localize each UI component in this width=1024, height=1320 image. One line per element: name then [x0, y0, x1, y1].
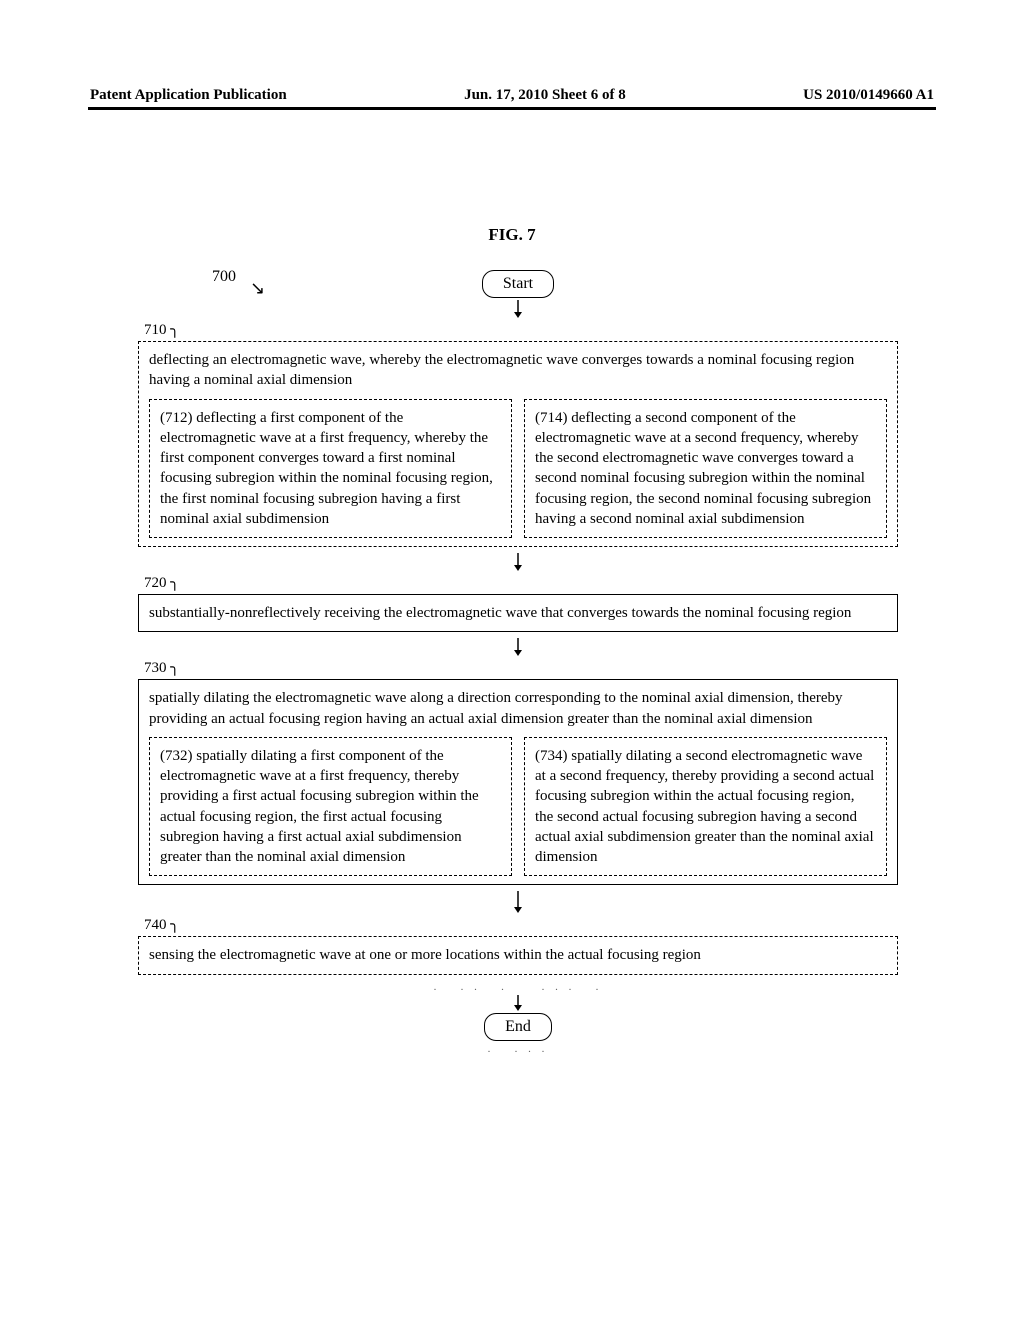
- header-patent-number: US 2010/0149660 A1: [803, 87, 934, 104]
- step-734: (734) spatially dilating a second electr…: [524, 737, 887, 877]
- header-publication: Patent Application Publication: [90, 87, 287, 104]
- patent-page: Patent Application Publication Jun. 17, …: [0, 0, 1024, 1320]
- arrow-icon: [138, 553, 898, 571]
- arrow-icon: [138, 300, 898, 318]
- start-node: Start: [482, 270, 554, 298]
- step-710: deflecting an electromagnetic wave, wher…: [138, 341, 898, 547]
- step-710-container: 710 ╮ deflecting an electromagnetic wave…: [138, 320, 898, 547]
- arrow-icon: [138, 638, 898, 656]
- figure-title: FIG. 7: [0, 225, 1024, 245]
- reference-740: 740 ╮: [144, 915, 898, 934]
- reference-700: 700: [212, 268, 236, 286]
- scan-noise: . . . . . . . .: [138, 981, 898, 993]
- step-720-container: 720 ╮ substantially-nonreflectively rece…: [138, 573, 898, 632]
- arrow-icon: [138, 995, 898, 1011]
- step-730: spatially dilating the electromagnetic w…: [138, 679, 898, 885]
- header-divider: [88, 107, 936, 110]
- arrow-icon: [138, 891, 898, 913]
- step-710-text: deflecting an electromagnetic wave, wher…: [149, 350, 887, 391]
- step-710-subboxes: (712) deflecting a first component of th…: [149, 399, 887, 539]
- step-740-container: 740 ╮ sensing the electromagnetic wave a…: [138, 915, 898, 974]
- step-712: (712) deflecting a first component of th…: [149, 399, 512, 539]
- step-732: (732) spatially dilating a first compone…: [149, 737, 512, 877]
- flowchart-700: 700 ↘ Start 710 ╮ deflecting an electrom…: [138, 270, 898, 1057]
- step-730-text: spatially dilating the electromagnetic w…: [149, 688, 887, 729]
- page-header: Patent Application Publication Jun. 17, …: [0, 87, 1024, 104]
- step-714: (714) deflecting a second component of t…: [524, 399, 887, 539]
- reference-710: 710 ╮: [144, 320, 898, 339]
- step-740: sensing the electromagnetic wave at one …: [138, 936, 898, 974]
- reference-720: 720 ╮: [144, 573, 898, 592]
- header-date-sheet: Jun. 17, 2010 Sheet 6 of 8: [464, 87, 626, 104]
- reference-730: 730 ╮: [144, 658, 898, 677]
- step-720: substantially-nonreflectively receiving …: [138, 594, 898, 632]
- step-730-subboxes: (732) spatially dilating a first compone…: [149, 737, 887, 877]
- step-730-container: 730 ╮ spatially dilating the electromagn…: [138, 658, 898, 885]
- end-node: End: [484, 1013, 552, 1041]
- scan-noise: . . . .: [138, 1043, 898, 1055]
- reference-700-arrow: ↘: [250, 278, 265, 299]
